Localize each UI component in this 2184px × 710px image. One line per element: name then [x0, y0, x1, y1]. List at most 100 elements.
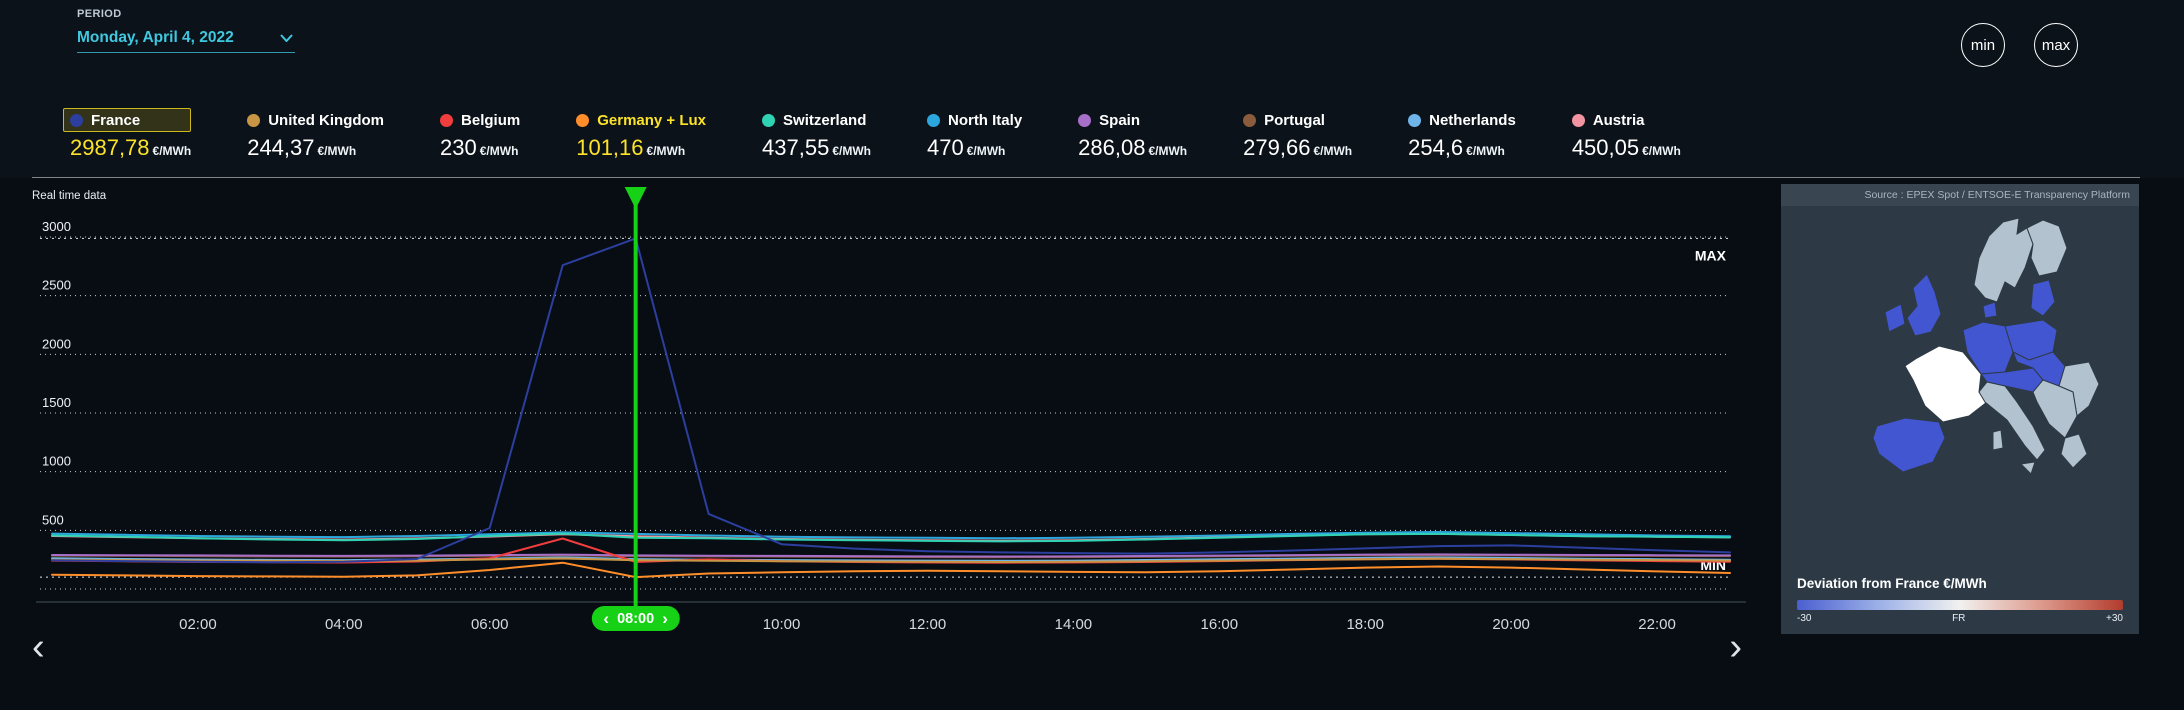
- country-price: 450,05 €/MWh: [1572, 135, 1681, 161]
- country-color-dot: [576, 113, 590, 127]
- price-value: 286,08: [1078, 135, 1146, 160]
- chevron-down-icon: [280, 34, 293, 42]
- y-axis-label: 2000: [42, 336, 71, 351]
- country-price: 230 €/MWh: [440, 135, 520, 161]
- price-unit: €/MWh: [152, 144, 192, 158]
- legend-item-netherlands[interactable]: Netherlands 254,6 €/MWh: [1408, 110, 1516, 161]
- map-country-france[interactable]: [1904, 345, 1988, 423]
- map-country-greece[interactable]: [2060, 433, 2088, 469]
- price-unit: €/MWh: [479, 144, 519, 158]
- country-price: 101,16 €/MWh: [576, 135, 706, 161]
- next-day-arrow[interactable]: ›: [1723, 628, 1748, 666]
- y-axis-label: 1500: [42, 395, 71, 410]
- series-line-spain: [51, 553, 1731, 558]
- min-button[interactable]: min: [1961, 23, 2005, 67]
- country-name: Germany + Lux: [597, 111, 707, 129]
- time-cursor-pill[interactable]: ‹ 08:00 ›: [591, 606, 680, 631]
- series-line-north-italy: [51, 531, 1731, 540]
- legend-item-spain[interactable]: Spain 286,08 €/MWh: [1078, 110, 1187, 161]
- price-value: 254,6: [1408, 135, 1464, 160]
- country-color-dot: [1243, 113, 1257, 127]
- map-island-sardinia[interactable]: [1992, 429, 2004, 451]
- country-name: United Kingdom: [268, 111, 385, 129]
- country-price: 279,66 €/MWh: [1243, 135, 1352, 161]
- deviation-scale-label: Deviation from France €/MWh: [1797, 576, 1987, 591]
- country-price: 2987,78 €/MWh: [70, 135, 191, 161]
- series-line-germany-lux: [51, 561, 1731, 579]
- max-button[interactable]: max: [2034, 23, 2078, 67]
- series-line-switzerland: [51, 532, 1731, 543]
- price-chart-section: Real time data 500 1000 1500 2000 2500 3000 MA…: [32, 178, 1746, 683]
- map-country-italy[interactable]: [1978, 381, 2046, 461]
- legend-item-united-kingdom[interactable]: United Kingdom 244,37 €/MWh: [247, 110, 384, 161]
- country-color-dot: [440, 113, 454, 127]
- price-unit: €/MWh: [1642, 144, 1681, 158]
- period-value: Monday, April 4, 2022: [77, 29, 234, 46]
- europe-map-panel: Source : EPEX Spot / ENTSOE-E Transparen…: [1781, 184, 2139, 634]
- country-color-dot: [762, 113, 776, 127]
- x-axis-label: 10:00: [763, 616, 801, 633]
- prev-day-arrow[interactable]: ‹: [26, 628, 51, 666]
- country-price: 244,37 €/MWh: [247, 135, 384, 161]
- price-value: 437,55: [762, 135, 830, 160]
- map-country-denmark[interactable]: [1982, 301, 1998, 319]
- map-island-sicily[interactable]: [2019, 461, 2036, 475]
- country-name: Austria: [1592, 111, 1645, 129]
- map-country-germany-benelux[interactable]: [1962, 321, 2014, 375]
- country-price: 254,6 €/MWh: [1408, 135, 1516, 161]
- map-country-iberia[interactable]: [1872, 417, 1946, 473]
- period-selector[interactable]: Monday, April 4, 2022: [77, 29, 295, 53]
- price-unit: €/MWh: [1466, 144, 1505, 158]
- scale-center-label: FR: [1952, 613, 1966, 624]
- legend-item-germany-lux[interactable]: Germany + Lux 101,16 €/MWh: [576, 110, 706, 161]
- x-axis-label: 18:00: [1346, 616, 1384, 633]
- x-axis-label: 20:00: [1492, 616, 1530, 633]
- country-color-dot: [1571, 113, 1585, 127]
- legend-item-austria[interactable]: Austria 450,05 €/MWh: [1571, 110, 1681, 161]
- country-name: Netherlands: [1429, 111, 1516, 129]
- x-axis-label: 06:00: [471, 616, 509, 633]
- map-country-finland[interactable]: [2026, 219, 2068, 277]
- header-divider: [32, 177, 2140, 178]
- legend-item-france[interactable]: France 2987,78 €/MWh: [63, 108, 192, 161]
- country-name: France: [91, 111, 141, 129]
- cursor-prev-hour-icon[interactable]: ‹: [603, 609, 610, 628]
- country-name: Portugal: [1264, 111, 1325, 129]
- period-label: PERIOD: [77, 8, 122, 20]
- series-line-france: [51, 237, 1731, 564]
- country-color-dot: [247, 113, 261, 127]
- y-axis-label: 3000: [42, 219, 71, 234]
- scale-max-label: +30: [2106, 613, 2123, 624]
- x-axis-label: 12:00: [909, 616, 947, 633]
- price-unit: €/MWh: [1148, 144, 1188, 158]
- country-color-dot: [1078, 113, 1092, 127]
- country-price-legend: France 2987,78 €/MWh United Kingdom 244,37 €/…: [63, 108, 1681, 161]
- price-unit: €/MWh: [832, 144, 871, 158]
- y-axis-label: 500: [42, 512, 64, 527]
- x-axis-label: 04:00: [325, 616, 363, 633]
- map-country-uk[interactable]: [1906, 273, 1942, 337]
- price-unit: €/MWh: [1313, 144, 1353, 158]
- price-value: 101,16: [576, 135, 644, 160]
- map-country-ireland[interactable]: [1884, 303, 1906, 333]
- country-price: 286,08 €/MWh: [1078, 135, 1187, 161]
- price-value: 470: [926, 135, 964, 160]
- country-name: Belgium: [461, 111, 521, 129]
- country-name: Switzerland: [783, 111, 867, 129]
- cursor-next-hour-icon[interactable]: ›: [662, 609, 668, 628]
- europe-map: [1872, 217, 2100, 475]
- map-country-baltics[interactable]: [2030, 279, 2056, 317]
- realtime-data-label: Real time data: [32, 190, 107, 202]
- legend-item-portugal[interactable]: Portugal 279,66 €/MWh: [1243, 110, 1352, 161]
- legend-item-north-italy[interactable]: North Italy 470 €/MWh: [926, 110, 1022, 161]
- x-axis-label: 14:00: [1055, 616, 1093, 633]
- map-country-scandinavia[interactable]: [1973, 217, 2034, 303]
- price-value: 2987,78: [70, 135, 150, 160]
- time-cursor-handle[interactable]: [624, 187, 647, 209]
- price-value: 450,05: [1571, 135, 1640, 160]
- legend-item-switzerland[interactable]: Switzerland 437,55 €/MWh: [762, 110, 871, 161]
- legend-item-belgium[interactable]: Belgium 230 €/MWh: [440, 110, 520, 161]
- scale-min-label: -30: [1797, 613, 1812, 624]
- price-unit: €/MWh: [966, 144, 1006, 158]
